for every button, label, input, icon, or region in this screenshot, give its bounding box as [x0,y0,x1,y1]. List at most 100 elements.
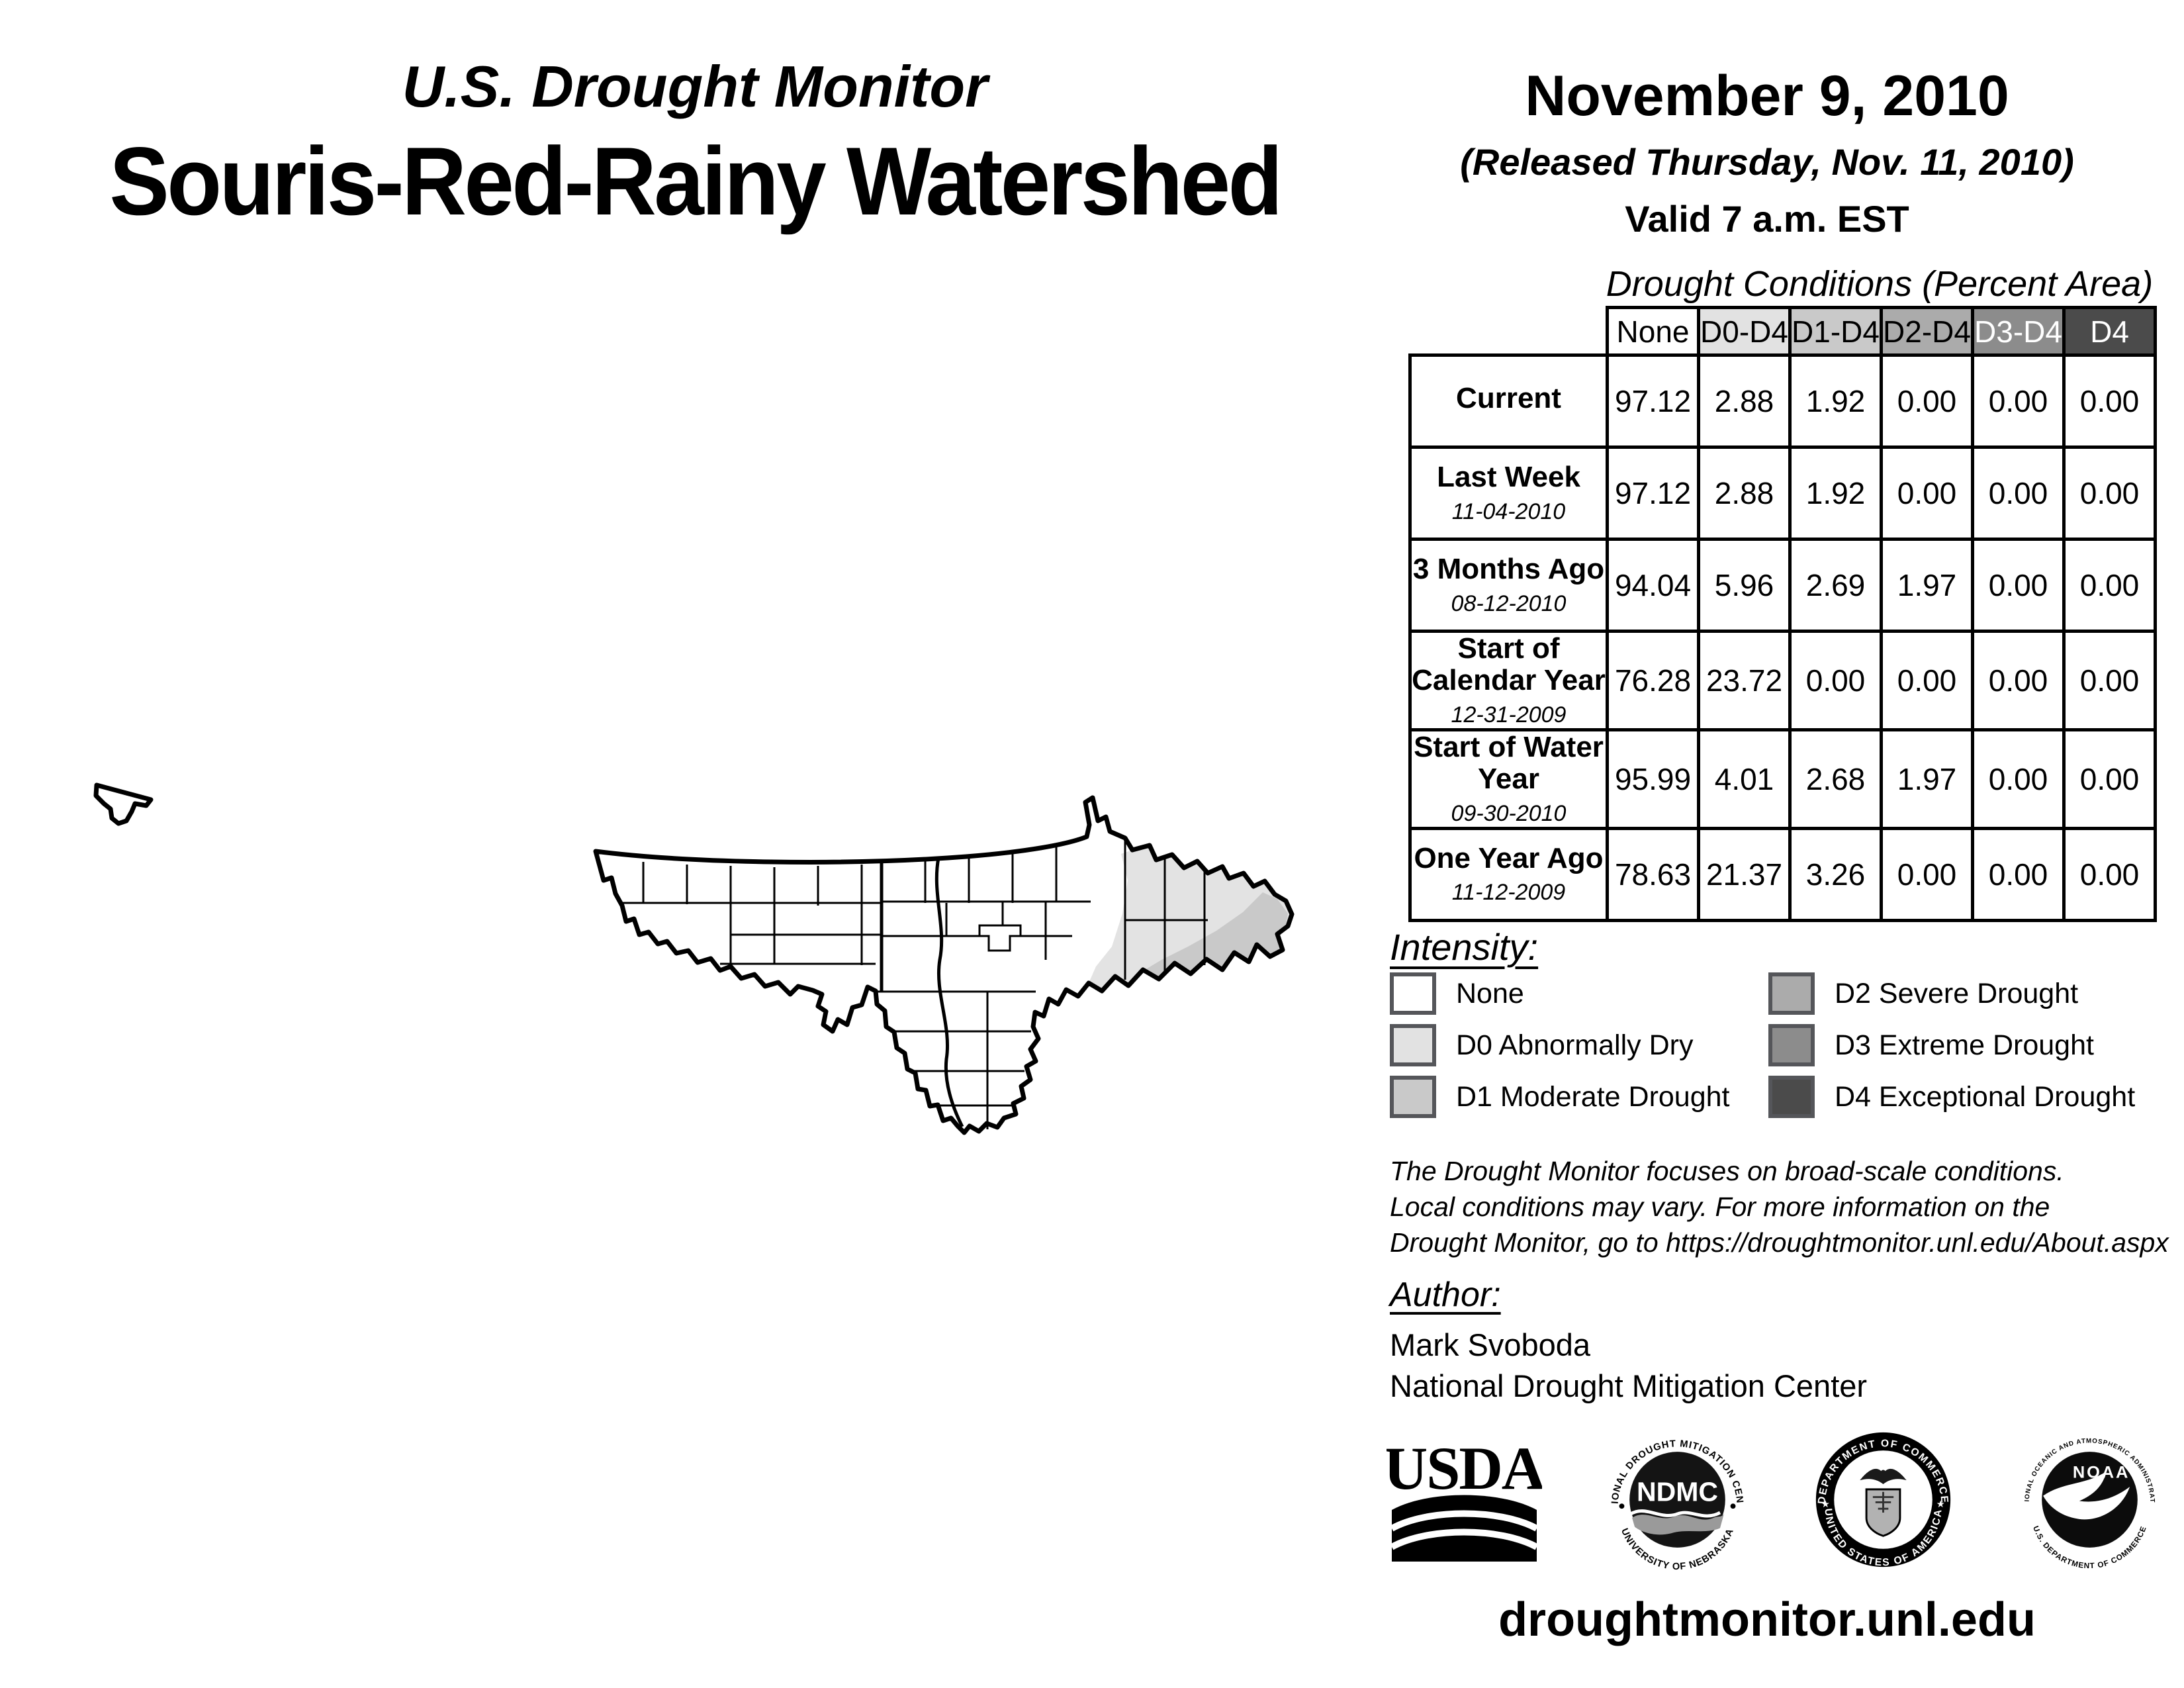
author-name: Mark Svoboda [1390,1327,1591,1362]
legend-item-d3: D3 Extreme Drought [1768,1024,2147,1066]
value-cell: 0.00 [1880,353,1974,449]
d4-swatch [1768,1076,1815,1118]
value-cell: 0.00 [2062,826,2157,922]
noaa-gull [2043,1471,2130,1520]
d0-swatch [1390,1024,1436,1066]
value-cell: 1.92 [1788,353,1883,449]
value-cell: 2.88 [1697,445,1792,541]
author-organization: National Drought Mitigation Center [1390,1368,1868,1403]
value-cell: 0.00 [2062,353,2157,449]
d2-swatch [1768,972,1815,1015]
value-cell: 23.72 [1697,630,1792,731]
released-date: (Released Thursday, Nov. 11, 2010) [1460,141,2074,183]
value-cell: 78.63 [1606,826,1700,922]
red-river-line [934,857,964,1128]
watershed-outline [593,795,1295,1135]
table-corner-cell [1410,307,1608,355]
value-cell: 1.97 [1880,538,1974,633]
ndmc-side-dot [1730,1503,1736,1509]
column-header-d0-d4: D0-D4 [1697,306,1792,357]
doc-eagle-head [1880,1470,1886,1476]
value-cell: 0.00 [2062,538,2157,633]
column-header-d3-d4: D3-D4 [1971,306,2066,357]
county-boundaries [622,841,1208,1129]
value-cell: 21.37 [1697,826,1792,922]
doc-shield-ship [1873,1491,1894,1513]
value-cell: 97.12 [1606,353,1700,449]
watershed-map [93,782,1295,1135]
value-cell: 0.00 [1971,353,2066,449]
value-cell: 0.00 [1880,826,1974,922]
noaa-logo: NATIONAL OCEANIC AND ATMOSPHERIC ADMINIS… [2024,1437,2156,1570]
legend-item-d1: D1 Moderate Drought [1390,1076,1768,1118]
commerce-seal: DEPARTMENT OF COMMERCE UNITED STATES OF … [1816,1432,1951,1568]
usda-logo: USDA [1387,1434,1542,1562]
table-row-one-year-ago: One Year Ago 11-12-2009 78.63 21.37 3.26 … [1408,826,2157,922]
agency-logos: USDA NATIONAL DROUGHT MITIGATION CENTER … [1387,1429,2161,1571]
doc-star: ★ [1821,1499,1830,1510]
footer-url: droughtmonitor.unl.edu [1498,1593,2036,1646]
drought-conditions-table: None D0-D4 D1-D4 D2-D4 D3-D4 D4 Current … [1408,306,2157,922]
legend-title: Intensity: [1390,926,1539,968]
row-label: Current [1408,353,1609,449]
value-cell: 76.28 [1606,630,1700,731]
legend-item-d0: D0 Abnormally Dry [1390,1024,1768,1066]
value-cell: 0.00 [1880,630,1974,731]
usda-field-swoosh [1392,1495,1537,1562]
legend-item-d4: D4 Exceptional Drought [1768,1076,2147,1118]
ndmc-wave-line [1629,1509,1721,1518]
disclaimer-text: The Drought Monitor focuses on broad-sca… [1390,1153,2169,1260]
doc-eagle [1860,1468,1907,1485]
column-header-none: None [1606,306,1700,357]
value-cell: 2.68 [1788,727,1883,830]
table-row-start-water-year: Start of Water Year 09-30-2010 95.99 4.01… [1408,727,2157,830]
value-cell: 95.99 [1606,727,1700,830]
value-cell: 2.69 [1788,538,1883,633]
value-cell: 5.96 [1697,538,1792,633]
ndmc-wordmark: NDMC [1637,1476,1718,1507]
legend-item-d2: D2 Severe Drought [1768,972,2147,1015]
ndmc-logo: NATIONAL DROUGHT MITIGATION CENTER NDMC … [1610,1438,1744,1571]
usda-swoosh-stripe [1390,1528,1539,1550]
legend-item-none: None [1390,972,1768,1015]
value-cell: 0.00 [1880,445,1974,541]
none-swatch [1390,972,1436,1015]
column-header-d1-d4: D1-D4 [1788,306,1883,357]
value-cell: 0.00 [2062,727,2157,830]
table-row-current: Current 97.12 2.88 1.92 0.00 0.00 0.00 [1408,353,2157,449]
value-cell: 3.26 [1788,826,1883,922]
value-cell: 0.00 [1971,445,2066,541]
value-cell: 0.00 [2062,630,2157,731]
valid-time: Valid 7 a.m. EST [1625,198,1909,240]
ndmc-side-dot [1619,1503,1625,1509]
d1-swatch [1390,1076,1436,1118]
column-header-d4: D4 [2062,306,2157,357]
disclaimer-line: Drought Monitor, go to https://droughtmo… [1390,1227,2169,1258]
map-date: November 9, 2010 [1525,64,2009,128]
row-label: One Year Ago 11-12-2009 [1408,826,1609,922]
column-header-d2-d4: D2-D4 [1880,306,1974,357]
value-cell: 2.88 [1697,353,1792,449]
row-label: Start of Water Year 09-30-2010 [1408,727,1609,830]
value-cell: 1.97 [1880,727,1974,830]
author-heading: Author: [1390,1276,1501,1314]
ndmc-water-wave [1631,1514,1724,1535]
disclaimer-line: Local conditions may vary. For more info… [1390,1192,2050,1223]
value-cell: 0.00 [1971,538,2066,633]
usda-wordmark: USDA [1387,1434,1542,1502]
intensity-legend: None D0 Abnormally Dry D1 Moderate Droug… [1390,968,2147,1123]
western-outlier-polygon [93,782,154,826]
row-label: Last Week 11-04-2010 [1408,445,1609,541]
table-row-3-months-ago: 3 Months Ago 08-12-2010 94.04 5.96 2.69 1… [1408,538,2157,633]
value-cell: 94.04 [1606,538,1700,633]
value-cell: 1.92 [1788,445,1883,541]
d3-swatch [1768,1024,1815,1066]
noaa-disc [2042,1452,2138,1548]
page-title: Souris-Red-Rainy Watershed [109,127,1283,235]
value-cell: 0.00 [2062,445,2157,541]
value-cell: 0.00 [1971,727,2066,830]
table-header-row: None D0-D4 D1-D4 D2-D4 D3-D4 D4 [1410,306,2157,357]
disclaimer-line: The Drought Monitor focuses on broad-sca… [1390,1156,2064,1186]
enclave-county [978,924,1022,952]
